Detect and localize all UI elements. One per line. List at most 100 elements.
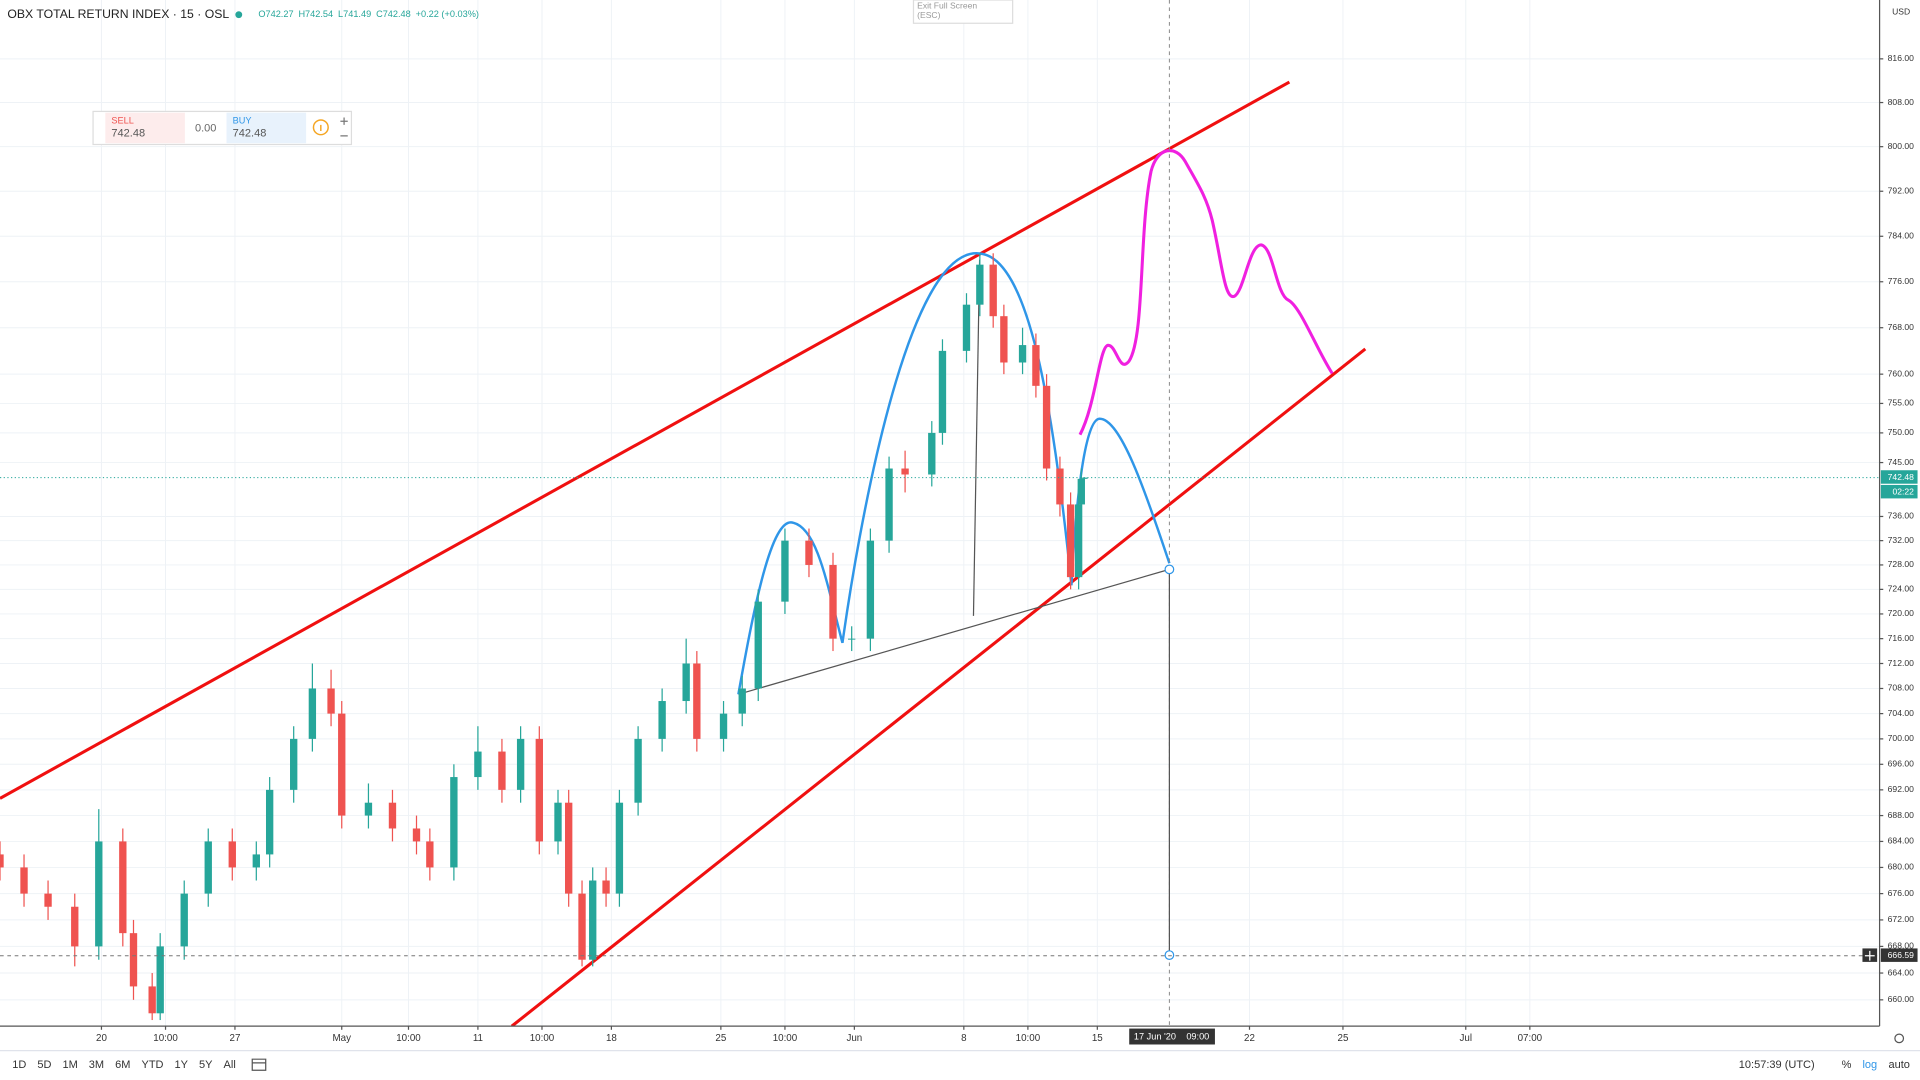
- y-tick-label: 800.00: [1888, 141, 1914, 151]
- candle-body: [848, 638, 856, 640]
- auto-toggle[interactable]: auto: [1888, 1059, 1909, 1071]
- ohlc-value: C742.48: [376, 9, 411, 19]
- ohlc-value: O742.27: [258, 9, 293, 19]
- candle-body: [1000, 316, 1008, 363]
- y-tick-label: 684.00: [1888, 836, 1914, 846]
- exit-fullscreen[interactable]: [912, 0, 1014, 24]
- y-tick-label: 728.00: [1888, 559, 1914, 569]
- candle-body: [148, 986, 156, 1014]
- candle-body: [1074, 504, 1083, 578]
- y-tick-label: 688.00: [1888, 810, 1914, 820]
- candle-body: [589, 880, 597, 960]
- candle-body: [474, 751, 482, 778]
- sell-button[interactable]: [105, 112, 185, 144]
- y-tick-label: 792.00: [1888, 186, 1914, 196]
- candle-body: [364, 802, 373, 816]
- spread: 0.00: [195, 122, 216, 134]
- y-tick-label: 708.00: [1888, 683, 1914, 693]
- candle-body: [829, 564, 837, 639]
- y-tick-label: 680.00: [1888, 862, 1914, 872]
- candle-body: [754, 601, 762, 689]
- y-tick-label: 672.00: [1888, 914, 1914, 924]
- candle-body: [156, 946, 164, 1014]
- crosshair-price-badge: [1880, 948, 1918, 962]
- candle-body: [578, 893, 586, 960]
- candle-body: [1066, 504, 1075, 578]
- y-tick-label: 700.00: [1888, 733, 1914, 743]
- x-tick-label: 10:00: [530, 1033, 555, 1044]
- crosshair-date-label: 17 Jun '20: [1134, 1032, 1176, 1042]
- range-button[interactable]: 1Y: [175, 1059, 189, 1071]
- settings-icon[interactable]: [1894, 1033, 1905, 1044]
- y-tick-label: 732.00: [1888, 535, 1914, 545]
- trend-line: [738, 568, 1170, 695]
- candle-body: [938, 350, 947, 433]
- range-button[interactable]: 1M: [62, 1059, 77, 1071]
- candle-body: [327, 688, 335, 714]
- candle-body: [426, 841, 434, 868]
- x-tick-label: 10:00: [153, 1033, 178, 1044]
- candle-body: [71, 906, 79, 947]
- x-tick-label: 18: [606, 1033, 617, 1044]
- clock: 10:57:39 (UTC): [1739, 1059, 1815, 1071]
- range-button[interactable]: 5D: [37, 1059, 51, 1071]
- ohlc-value: L741.49: [338, 9, 371, 19]
- range-button[interactable]: 5Y: [199, 1059, 213, 1071]
- buy-price: 742.48: [233, 127, 267, 139]
- y-tick-label: 676.00: [1888, 888, 1914, 898]
- candle-body: [682, 663, 690, 702]
- candle-body: [866, 540, 875, 639]
- log-toggle[interactable]: log: [1862, 1059, 1877, 1071]
- symbol-title: OBX TOTAL RETURN INDEX · 15 · OSL: [7, 7, 229, 21]
- range-button[interactable]: 6M: [115, 1059, 130, 1071]
- x-tick-label: 15: [1092, 1033, 1103, 1044]
- percent-toggle[interactable]: %: [1842, 1059, 1852, 1071]
- candle-body: [719, 713, 728, 739]
- trade-panel: SELL 742.48 0.00 BUY 742.48: [92, 110, 353, 146]
- candle-body: [805, 540, 813, 565]
- overlay: [0, 477, 1880, 957]
- range-button[interactable]: All: [224, 1059, 236, 1071]
- crosshair-time-label: 09:00: [1186, 1032, 1209, 1042]
- x-tick-label: 27: [230, 1033, 241, 1044]
- status-dot: [235, 11, 243, 19]
- ohlc-value: H742.54: [298, 9, 333, 19]
- range-button[interactable]: YTD: [141, 1059, 163, 1071]
- candle-body: [129, 933, 138, 987]
- candle-body: [44, 893, 52, 907]
- buy-button[interactable]: [226, 112, 307, 144]
- candle-body: [265, 789, 274, 855]
- x-tick-label: May: [333, 1033, 352, 1044]
- y-tick-label: 768.00: [1888, 322, 1914, 332]
- y-tick-label: 745.00: [1888, 457, 1914, 467]
- last-price-label: 742.48: [1888, 472, 1914, 482]
- x-tick-label: Jul: [1460, 1033, 1473, 1044]
- y-tick-label: 696.00: [1888, 759, 1914, 769]
- candle-body: [338, 713, 346, 816]
- info-icon[interactable]: [312, 119, 329, 136]
- currency: USD: [1892, 7, 1910, 17]
- range-button[interactable]: 3M: [89, 1059, 104, 1071]
- y-tick-label: 712.00: [1888, 658, 1914, 668]
- y-tick-label: 776.00: [1888, 276, 1914, 286]
- candle-body: [450, 777, 458, 868]
- price-axis-bg: [1879, 0, 1920, 1027]
- plus-minus[interactable]: [340, 117, 348, 137]
- y-tick-label: 755.00: [1888, 398, 1914, 408]
- candle-body: [412, 828, 421, 842]
- x-tick-label: 22: [1244, 1033, 1255, 1044]
- candle-body: [388, 802, 397, 829]
- calendar-icon[interactable]: [251, 1058, 267, 1071]
- range-button[interactable]: 1D: [12, 1059, 26, 1071]
- y-tick-label: 692.00: [1888, 784, 1914, 794]
- measure-handle: [1164, 564, 1175, 575]
- x-tick-label: 25: [1338, 1033, 1349, 1044]
- sell-price: 742.48: [111, 127, 145, 139]
- grid: [0, 0, 1880, 1027]
- candle-body: [20, 867, 28, 894]
- x-tick-label: 25: [715, 1033, 726, 1044]
- candle-body: [962, 304, 971, 351]
- projection-path: [1078, 149, 1334, 436]
- candle-body: [498, 751, 506, 790]
